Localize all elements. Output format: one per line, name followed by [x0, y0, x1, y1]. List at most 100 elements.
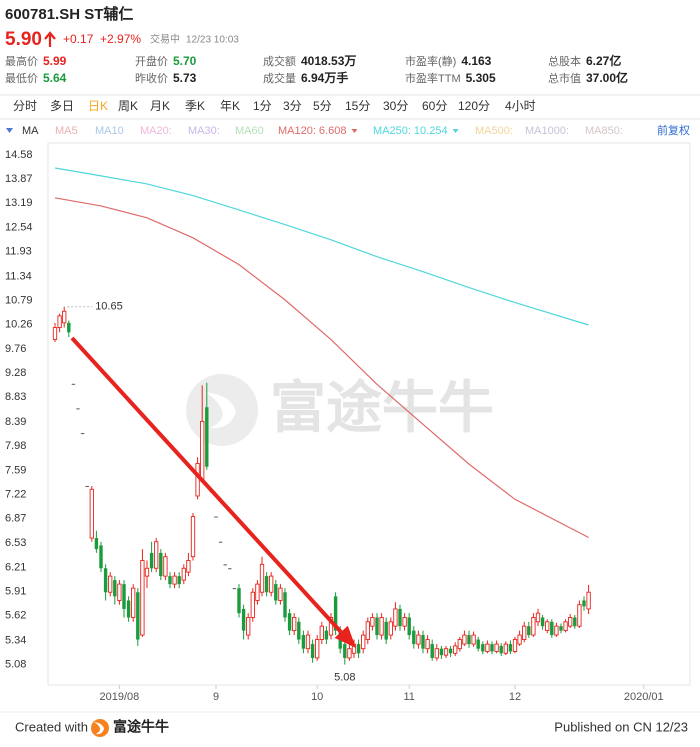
candle-body — [412, 630, 416, 645]
ma-legend-inactive[interactable]: MA500: — [475, 125, 513, 137]
candle-body — [416, 634, 421, 645]
candle-body — [149, 552, 154, 569]
stat-label: 昨收价 — [135, 71, 168, 85]
candle-body — [554, 625, 559, 636]
period-tab[interactable]: 4小时 — [505, 99, 536, 113]
candle-body — [356, 644, 361, 654]
candle-body — [393, 608, 398, 627]
candle-body — [223, 564, 227, 566]
ma-label[interactable]: MA — [22, 125, 39, 137]
candle-body — [205, 407, 209, 467]
trade-status: 交易中 — [150, 33, 180, 46]
candle-body — [517, 634, 522, 645]
candle-body — [375, 617, 379, 636]
candle-body — [177, 576, 181, 585]
candle-body — [67, 322, 71, 333]
candle-body — [512, 639, 518, 652]
candle-body — [559, 626, 563, 631]
period-tab[interactable]: 3分 — [283, 99, 302, 113]
period-tab[interactable]: 120分 — [458, 99, 490, 113]
candle-body — [301, 635, 306, 649]
candle-body — [108, 575, 113, 593]
ma-legend-value[interactable]: 6.608 — [319, 125, 347, 137]
candle-body — [467, 635, 471, 645]
y-tick-label: 14.58 — [5, 149, 33, 161]
candle-body — [163, 556, 168, 577]
candle-body — [80, 433, 85, 435]
candle-body — [76, 408, 80, 410]
arrow-shaft — [70, 336, 343, 634]
period-tab[interactable]: 60分 — [422, 99, 447, 113]
watermark-text: 富途牛牛 — [270, 376, 494, 439]
period-tab[interactable]: 季K — [185, 99, 205, 113]
period-tab[interactable]: 多日 — [50, 99, 74, 113]
stat-label: 最低价 — [5, 72, 38, 85]
candle-body — [333, 596, 338, 631]
x-tick-label: 12 — [509, 691, 521, 703]
candle-body — [62, 310, 67, 324]
candle-body — [122, 584, 126, 609]
candle-body — [457, 639, 462, 650]
candle-body — [421, 635, 425, 649]
x-tick-label: 11 — [403, 691, 414, 703]
period-tab[interactable]: 5分 — [313, 99, 332, 113]
candle-body — [402, 617, 407, 627]
period-tab[interactable]: 30分 — [383, 99, 408, 113]
footer-logo-mark — [94, 722, 104, 735]
period-tab[interactable]: 月K — [150, 99, 170, 113]
candle-body — [347, 648, 352, 659]
candle-body — [103, 568, 108, 593]
stat-label: 成交额 — [263, 54, 296, 68]
ma-legend-caret[interactable] — [351, 129, 358, 133]
stat-value: 37.00亿 — [586, 70, 628, 85]
period-tab[interactable]: 1分 — [253, 99, 272, 113]
trade-time: 12/23 10:03 — [186, 35, 239, 46]
candle-body — [439, 648, 444, 656]
candle-body — [425, 639, 430, 650]
period-tab[interactable]: 15分 — [345, 99, 370, 113]
stat-value: 5.305 — [466, 71, 496, 85]
ma-toggle-icon[interactable] — [6, 128, 13, 133]
candle-body — [407, 617, 411, 636]
plot: 14.58 13.87 13.19 12.54 11.93 11.34 10.79 10.26… — [5, 149, 664, 703]
ma-legend-inactive[interactable]: MA30: — [188, 125, 220, 137]
ma-legend-label[interactable]: MA250: — [373, 125, 411, 137]
period-tab[interactable]: 年K — [220, 99, 240, 113]
footer-brand: 富途牛牛 — [113, 719, 169, 735]
y-tick-label: 9.28 — [5, 367, 26, 379]
stat-value: 6.94万手 — [301, 70, 348, 85]
y-tick-label: 8.83 — [5, 391, 26, 403]
candle-body — [550, 621, 554, 636]
ma-legend-inactive[interactable]: MA60 — [235, 125, 264, 137]
period-tab[interactable]: 日K — [88, 99, 108, 113]
stat-value: 4.163 — [461, 54, 491, 68]
ma-legend-inactive[interactable]: MA20: — [140, 125, 172, 137]
candle-body — [328, 617, 334, 636]
y-tick-label: 11.93 — [5, 246, 32, 258]
ma-legend-label[interactable]: MA120: — [278, 125, 316, 137]
period-tab[interactable]: 分时 — [13, 99, 37, 113]
ma-legend-inactive[interactable]: MA1000: — [525, 125, 569, 137]
candle-body — [297, 621, 301, 640]
candle-body — [540, 617, 545, 627]
period-tab[interactable]: 周K — [118, 99, 138, 113]
candle-body — [126, 600, 131, 618]
candle-body — [94, 538, 99, 550]
candle-body — [476, 639, 480, 649]
candle-body — [430, 644, 434, 658]
ma-legend-inactive[interactable]: MA5 — [55, 125, 78, 137]
ma-legend-caret[interactable] — [452, 129, 459, 133]
candle-body — [582, 600, 586, 607]
candle-body — [218, 541, 223, 543]
y-tick-label: 13.19 — [5, 197, 33, 209]
adjust-toggle[interactable]: 前复权 — [657, 123, 690, 137]
candle-body — [131, 587, 136, 618]
candle-body — [228, 568, 232, 570]
ma-legend-value[interactable]: 10.254 — [414, 125, 448, 137]
candle-body — [462, 634, 467, 645]
candle-body — [172, 575, 177, 585]
ma-legend-inactive[interactable]: MA850: — [585, 125, 623, 137]
ma-legend-inactive[interactable]: MA10 — [95, 125, 124, 137]
y-tick-label: 13.87 — [5, 173, 33, 185]
candle-body — [343, 644, 347, 658]
